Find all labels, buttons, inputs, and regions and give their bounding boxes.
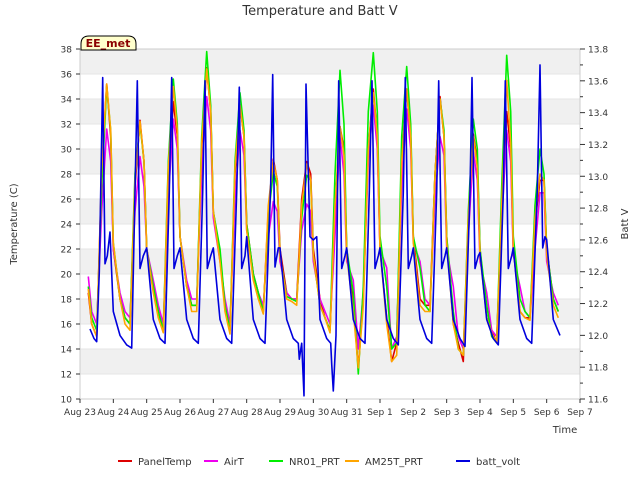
grid-band xyxy=(80,99,580,124)
y2-tick-label: 13.2 xyxy=(588,141,608,151)
series-line-batt-volt xyxy=(89,64,561,397)
y2-tick-label: 13.8 xyxy=(588,46,608,56)
x-tick-label: Sep 3 xyxy=(434,408,460,418)
y2-tick-label: 12.2 xyxy=(588,300,608,310)
grid-band xyxy=(80,349,580,374)
y2-tick-label: 13.6 xyxy=(588,77,608,87)
station-badge: EE_met xyxy=(80,35,137,51)
y-tick-label: 16 xyxy=(61,321,73,331)
y2-tick-label: 12.6 xyxy=(588,236,608,246)
y-tick-label: 26 xyxy=(61,196,73,206)
x-tick-label: Aug 29 xyxy=(264,408,296,418)
y-tick-label: 12 xyxy=(61,371,72,381)
y2-tick-label: 12.4 xyxy=(588,268,608,278)
x-tick-label: Sep 2 xyxy=(401,408,427,418)
y-tick-label: 18 xyxy=(61,296,73,306)
badge-box xyxy=(80,35,137,51)
series-line-am25t-prt xyxy=(87,68,560,369)
x-tick-label: Aug 27 xyxy=(197,408,229,418)
x-tick-label: Sep 1 xyxy=(367,408,393,418)
x-tick-label: Aug 23 xyxy=(64,408,96,418)
y-tick-label: 14 xyxy=(61,346,73,356)
y-tick-label: 38 xyxy=(61,46,73,56)
y2-axis-label: Batt V xyxy=(620,208,631,239)
y-tick-label: 36 xyxy=(61,71,73,81)
y-tick-label: 30 xyxy=(61,146,73,156)
x-tick-label: Sep 4 xyxy=(467,408,493,418)
y-tick-label: 28 xyxy=(61,171,73,181)
legend-label: AirT xyxy=(224,457,245,468)
grid-band xyxy=(80,249,580,274)
x-tick-label: Sep 7 xyxy=(567,408,593,418)
y-tick-label: 10 xyxy=(61,396,73,406)
y-tick-label: 32 xyxy=(61,121,72,131)
legend-label: PanelTemp xyxy=(138,457,192,468)
y2-tick-label: 11.6 xyxy=(588,396,608,406)
y-axis-ticks: 10 12 14 16 18 20 22 24 26 28 30 32 34 36 38 xyxy=(61,46,80,406)
x-tick-label: Aug 28 xyxy=(231,408,263,418)
y2-tick-label: 13.0 xyxy=(588,173,608,183)
x-tick-label: Sep 5 xyxy=(501,408,527,418)
y-tick-label: 20 xyxy=(61,271,73,281)
legend: PanelTemp AirT NR01_PRT AM25T_PRT batt_volt xyxy=(118,457,520,468)
x-axis-label: Time xyxy=(552,425,577,436)
x-axis-ticks: Aug 23 Aug 24 Aug 25 Aug 26 Aug 27 Aug 28 Aug … xyxy=(64,399,593,418)
x-tick-label: Aug 26 xyxy=(164,408,196,418)
x-tick-label: Aug 24 xyxy=(97,408,129,418)
y2-tick-label: 11.8 xyxy=(588,364,608,374)
y2-axis-ticks: 11.6 11.8 12.0 12.2 12.4 12.6 12.8 13.0 13.2 13.4… xyxy=(580,46,608,406)
badge-label: EE_met xyxy=(86,37,131,50)
x-tick-label: Aug 31 xyxy=(331,408,363,418)
y2-tick-label: 13.4 xyxy=(588,109,608,119)
y-tick-label: 24 xyxy=(61,221,73,231)
legend-label: AM25T_PRT xyxy=(365,457,424,468)
y-tick-label: 34 xyxy=(61,96,73,106)
x-tick-label: Aug 25 xyxy=(131,408,163,418)
grid-band xyxy=(80,149,580,174)
grid-bands xyxy=(80,48,580,400)
y2-tick-label: 12.0 xyxy=(588,332,608,342)
legend-label: NR01_PRT xyxy=(289,457,340,468)
y2-tick-label: 12.8 xyxy=(588,205,608,215)
series-layer xyxy=(87,50,561,397)
x-tick-label: Sep 6 xyxy=(534,408,560,418)
y-axis-label: Temperature (C) xyxy=(9,183,20,265)
grid-band xyxy=(80,199,580,224)
grid-band xyxy=(80,49,580,74)
x-tick-label: Aug 30 xyxy=(297,408,329,418)
chart-title: Temperature and Batt V xyxy=(241,4,397,19)
legend-label: batt_volt xyxy=(476,457,520,468)
y-tick-label: 22 xyxy=(61,246,72,256)
